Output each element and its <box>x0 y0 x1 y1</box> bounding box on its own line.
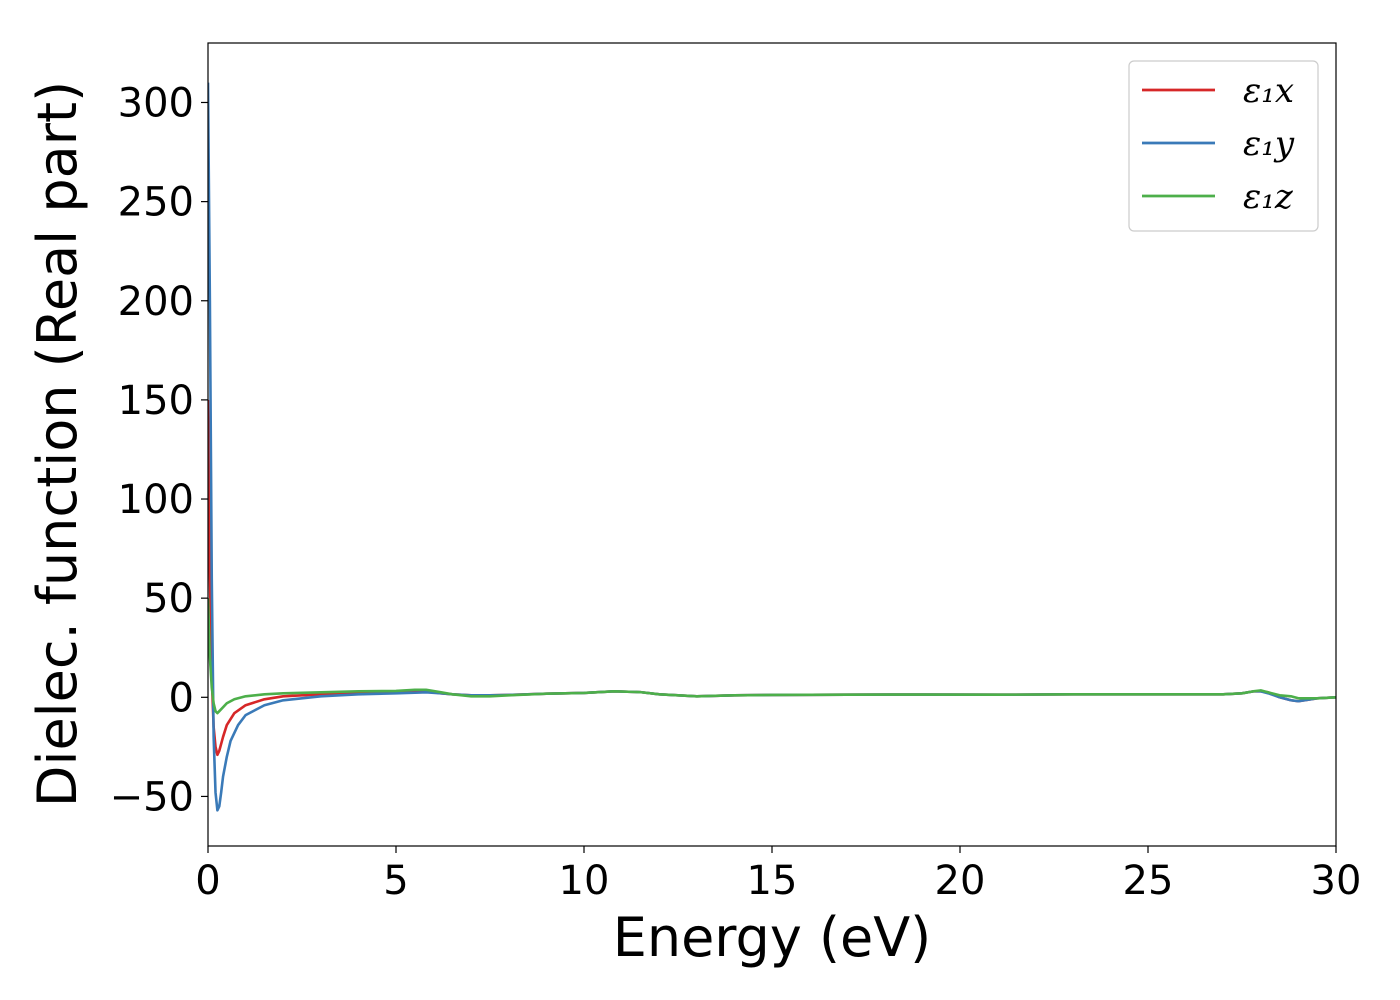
y-axis: −50 0 50 100 150 200 250 300 <box>110 80 208 820</box>
y-tick-label: 250 <box>118 180 194 226</box>
legend-entry: ε₁y <box>1243 124 1295 164</box>
y-tick-label: 50 <box>143 576 194 622</box>
y-tick-label: 150 <box>118 378 194 424</box>
x-tick-label: 15 <box>747 858 798 904</box>
legend-entry: ε₁x <box>1243 71 1294 111</box>
legend: ε₁x ε₁y ε₁z <box>1128 60 1319 232</box>
x-axis: 0 5 10 15 20 25 30 <box>195 846 1361 904</box>
y-tick-label: 200 <box>118 279 194 325</box>
legend-entry: ε₁z <box>1243 177 1294 217</box>
y-tick-label: 0 <box>169 675 194 721</box>
y-tick-label: −50 <box>110 774 194 820</box>
series-layer <box>208 82 1336 812</box>
x-tick-label: 20 <box>935 858 986 904</box>
x-tick-label: 25 <box>1123 858 1174 904</box>
y-tick-label: 300 <box>118 80 194 126</box>
x-axis-label: Energy (eV) <box>613 906 932 969</box>
x-tick-label: 30 <box>1311 858 1362 904</box>
y-axis-label: Dielec. function (Real part) <box>26 81 89 807</box>
series-line-2 <box>208 598 1336 715</box>
x-tick-label: 5 <box>383 858 408 904</box>
legend-box <box>1128 60 1319 232</box>
y-tick-label: 100 <box>118 477 194 523</box>
x-tick-label: 0 <box>195 858 220 904</box>
x-tick-label: 10 <box>559 858 610 904</box>
